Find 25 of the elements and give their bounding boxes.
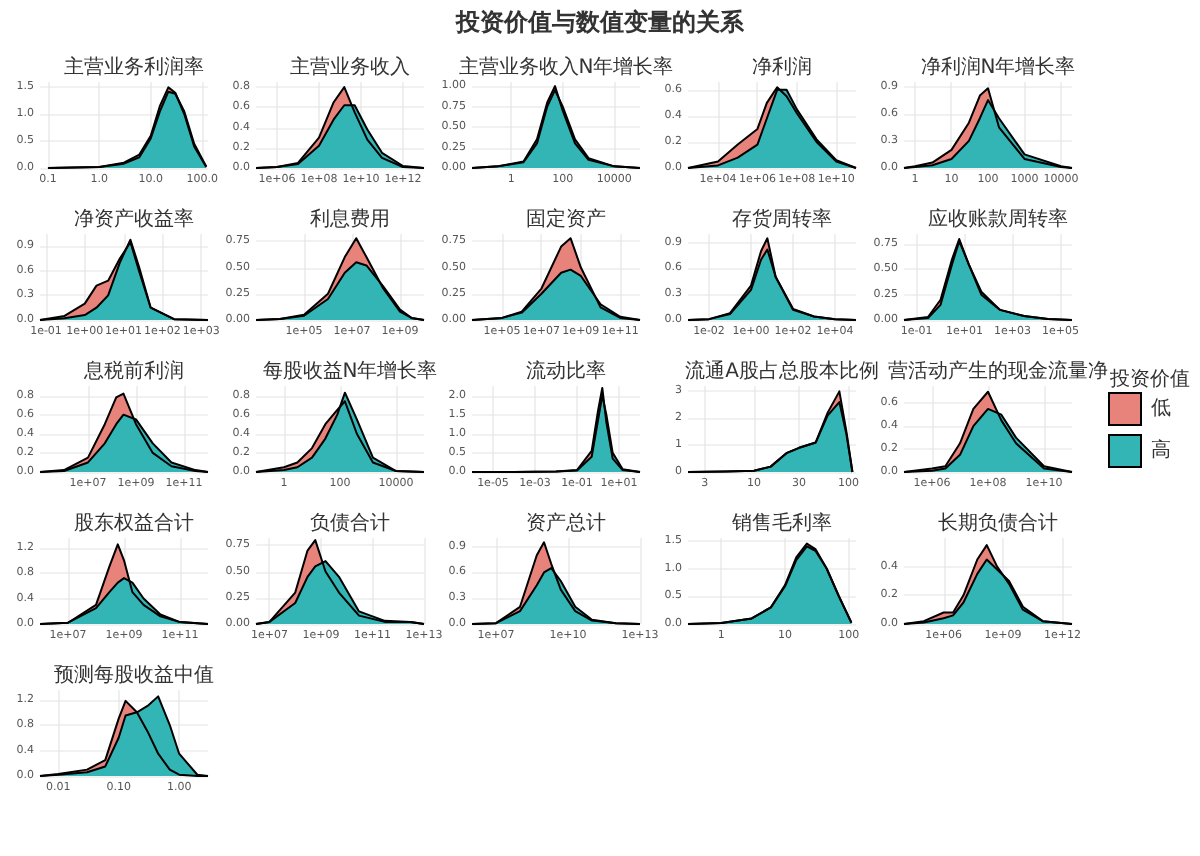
chart-title: 资产总计	[526, 511, 606, 535]
chart-title: 主营业务收入N年增长率	[458, 55, 674, 79]
chart-title: 负债合计	[310, 511, 390, 535]
chart-title: 净利润	[752, 55, 812, 79]
chart-title: 净资产收益率	[74, 207, 194, 231]
chart-title: 主营业务利润率	[64, 55, 204, 79]
chart-title: 股东权益合计	[74, 511, 194, 535]
chart-title: 营活动产生的现金流量净	[888, 359, 1108, 383]
chart-title: 存货周转率	[732, 207, 832, 231]
chart-title: 息税前利润	[82, 359, 184, 383]
legend-title: 投资价值	[1108, 367, 1190, 391]
chart-title: 预测每股收益中值	[54, 663, 214, 687]
text: 投资价值与数值变量的关系	[453, 6, 746, 40]
chart-title: 长期负债合计	[938, 511, 1058, 535]
chart-title: 净利润N年增长率	[920, 55, 1076, 79]
chart-title: 流动比率	[526, 359, 606, 383]
legend-label: 低	[1151, 398, 1171, 420]
chart-title: 利息费用	[310, 207, 390, 231]
chart-title: 每股收益N年增长率	[262, 359, 438, 383]
legend-label: 高	[1151, 438, 1171, 462]
chart-title: 固定资产	[526, 207, 606, 231]
chart-title: 销售毛利率	[730, 511, 832, 535]
chart-title: 应收账款周转率	[928, 207, 1068, 231]
chart-title: 主营业务收入	[290, 55, 410, 79]
chart-title: 流通A股占总股本比例	[685, 359, 879, 383]
